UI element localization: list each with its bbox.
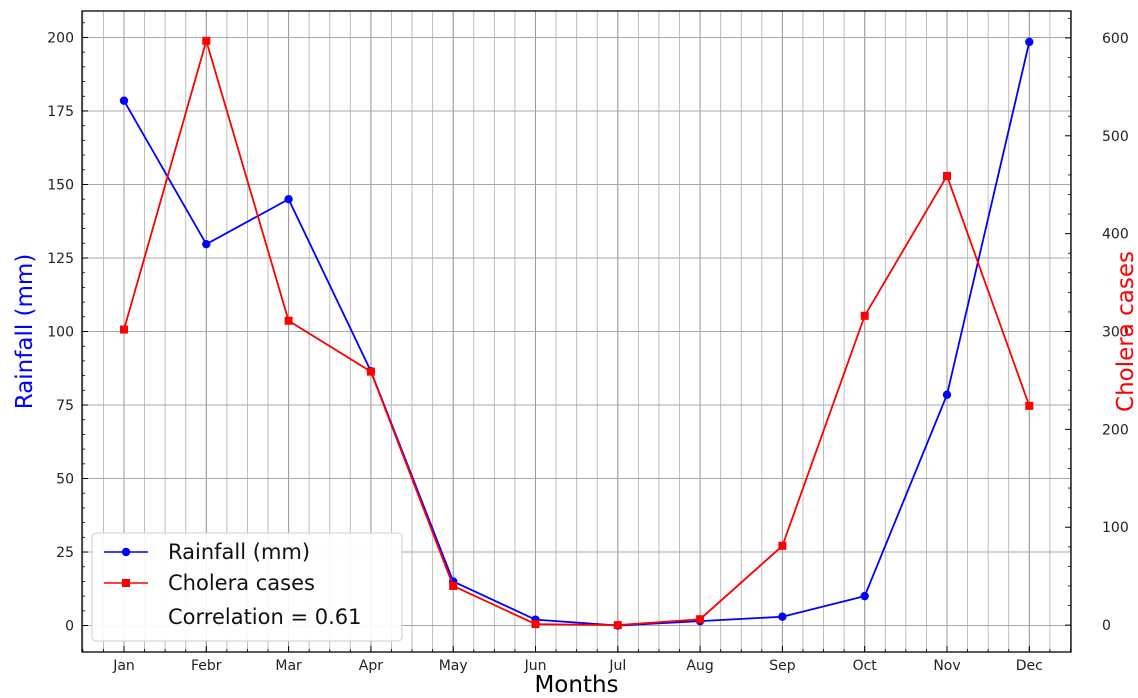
- legend-cholera-marker: [122, 579, 130, 587]
- cholera-point: [202, 36, 211, 45]
- x-tick-label: Jun: [524, 658, 547, 674]
- right-y-tick-label: 100: [1102, 520, 1129, 536]
- cholera-point: [1025, 401, 1034, 410]
- legend-cholera-label: Cholera cases: [168, 571, 315, 595]
- cholera-point: [696, 615, 705, 624]
- cholera-point: [120, 325, 128, 334]
- legend: Rainfall (mm) Cholera cases Correlation …: [91, 532, 403, 642]
- right-y-tick-label: 400: [1102, 227, 1129, 243]
- left-y-tick-label: 50: [56, 472, 74, 488]
- left-y-tick-label: 200: [47, 30, 74, 46]
- cholera-series-line: [123, 37, 1031, 626]
- cholera-point: [943, 171, 951, 180]
- x-tick-label: Dec: [1016, 658, 1043, 674]
- right-y-tick-label: 0: [1102, 618, 1111, 634]
- left-y-tick-label: 25: [56, 545, 74, 561]
- cholera-point: [613, 621, 622, 630]
- left-y-tick-label: 175: [47, 104, 74, 120]
- x-tick-label: Nov: [933, 658, 960, 674]
- cholera-point: [366, 367, 375, 376]
- left-y-tick-label: 75: [56, 398, 74, 414]
- rainfall-series-line: [123, 41, 1031, 627]
- right-y-tick-label: 500: [1102, 129, 1129, 145]
- x-tick-label: Jan: [112, 658, 135, 674]
- left-y-tick-label: 125: [47, 251, 74, 267]
- right-y-tick-label: 200: [1102, 422, 1129, 438]
- x-tick-label: Jul: [608, 658, 626, 674]
- right-y-axis-title: Cholera cases: [1113, 251, 1138, 412]
- left-y-tick-label: 0: [65, 619, 74, 635]
- x-tick-label: May: [439, 658, 468, 674]
- rainfall-point: [942, 390, 952, 399]
- legend-rainfall-marker: [121, 547, 131, 557]
- left-y-tick-label: 150: [47, 177, 74, 193]
- legend-rainfall-label: Rainfall (mm): [168, 540, 310, 564]
- cholera-point: [284, 316, 293, 325]
- rainfall-point: [778, 612, 787, 621]
- axes-layer: 0 25 50 75 100 125 150 175 200 0 100 200 300 400 500 60…: [47, 10, 1129, 674]
- legend-correlation-annotation: Correlation = 0.61: [168, 605, 362, 629]
- right-y-tick-label: 300: [1102, 325, 1129, 341]
- x-tick-label: Sep: [769, 658, 796, 674]
- rainfall-point: [284, 194, 293, 204]
- cholera-point: [778, 541, 787, 550]
- rainfall-point: [1025, 37, 1034, 47]
- x-tick-label: Apr: [359, 658, 383, 674]
- x-axis-title: Months: [534, 672, 618, 698]
- series-layer: [119, 36, 1034, 630]
- rainfall-point: [202, 239, 211, 249]
- left-y-axis-title: Rainfall (mm): [12, 254, 38, 410]
- x-tick-label: Febr: [191, 658, 222, 674]
- rainfall-point: [860, 591, 869, 601]
- x-tick-label: Mar: [275, 658, 302, 674]
- x-tick-label: Oct: [853, 658, 878, 674]
- cholera-point: [531, 620, 540, 629]
- rainfall-point: [119, 96, 129, 105]
- right-y-tick-label: 600: [1102, 31, 1129, 47]
- left-y-tick-label: 100: [47, 325, 74, 341]
- cholera-point: [860, 311, 869, 320]
- legend-box: [91, 532, 403, 642]
- cholera-point: [449, 581, 458, 590]
- x-tick-label: Aug: [686, 658, 713, 674]
